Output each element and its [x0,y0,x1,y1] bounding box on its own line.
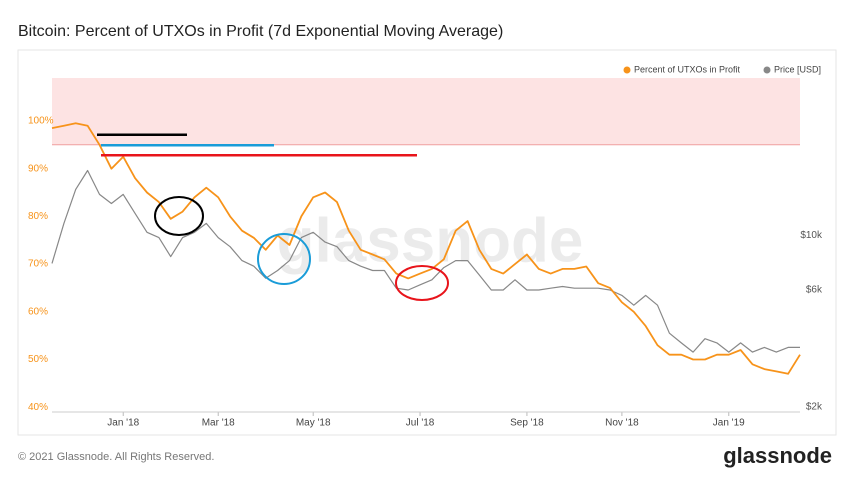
legend-swatch [623,66,631,74]
annotation-circle [395,265,449,301]
footer: © 2021 Glassnode. All Rights Reserved. [18,451,214,463]
y-tick-label: 50% [28,354,48,365]
chart-frame [17,49,837,436]
y2-tick-label: $10k [800,230,823,241]
x-tick-label: Jan '19 [713,418,745,429]
y-tick-label: 60% [28,306,48,317]
y-tick-label: 100% [28,116,54,127]
y-tick-label: 70% [28,259,48,270]
legend-label: Percent of UTXOs in Profit [634,64,741,74]
y2-tick-label: $6k [806,285,823,296]
x-tick-label: Nov '18 [605,418,639,429]
x-tick-label: May '18 [296,418,331,429]
chart-title: Bitcoin: Percent of UTXOs in Profit (7d … [18,23,503,40]
x-tick-label: Mar '18 [202,418,235,429]
legend-label: Price [USD] [774,64,821,74]
y-tick-label: 80% [28,211,48,222]
logo: glassnode [723,443,832,468]
y2-tick-label: $2k [806,402,823,413]
y-tick-label: 40% [28,402,48,413]
x-tick-label: Jan '18 [107,418,139,429]
annotation-circle [257,233,311,285]
series-line [51,169,800,353]
annotation-circle [154,196,204,236]
y-tick-label: 90% [28,163,48,174]
x-tick-label: Jul '18 [406,418,435,429]
x-tick-label: Sep '18 [510,418,544,429]
watermark: glassnode [277,206,584,275]
legend-swatch [763,66,771,74]
series-line [51,122,801,375]
